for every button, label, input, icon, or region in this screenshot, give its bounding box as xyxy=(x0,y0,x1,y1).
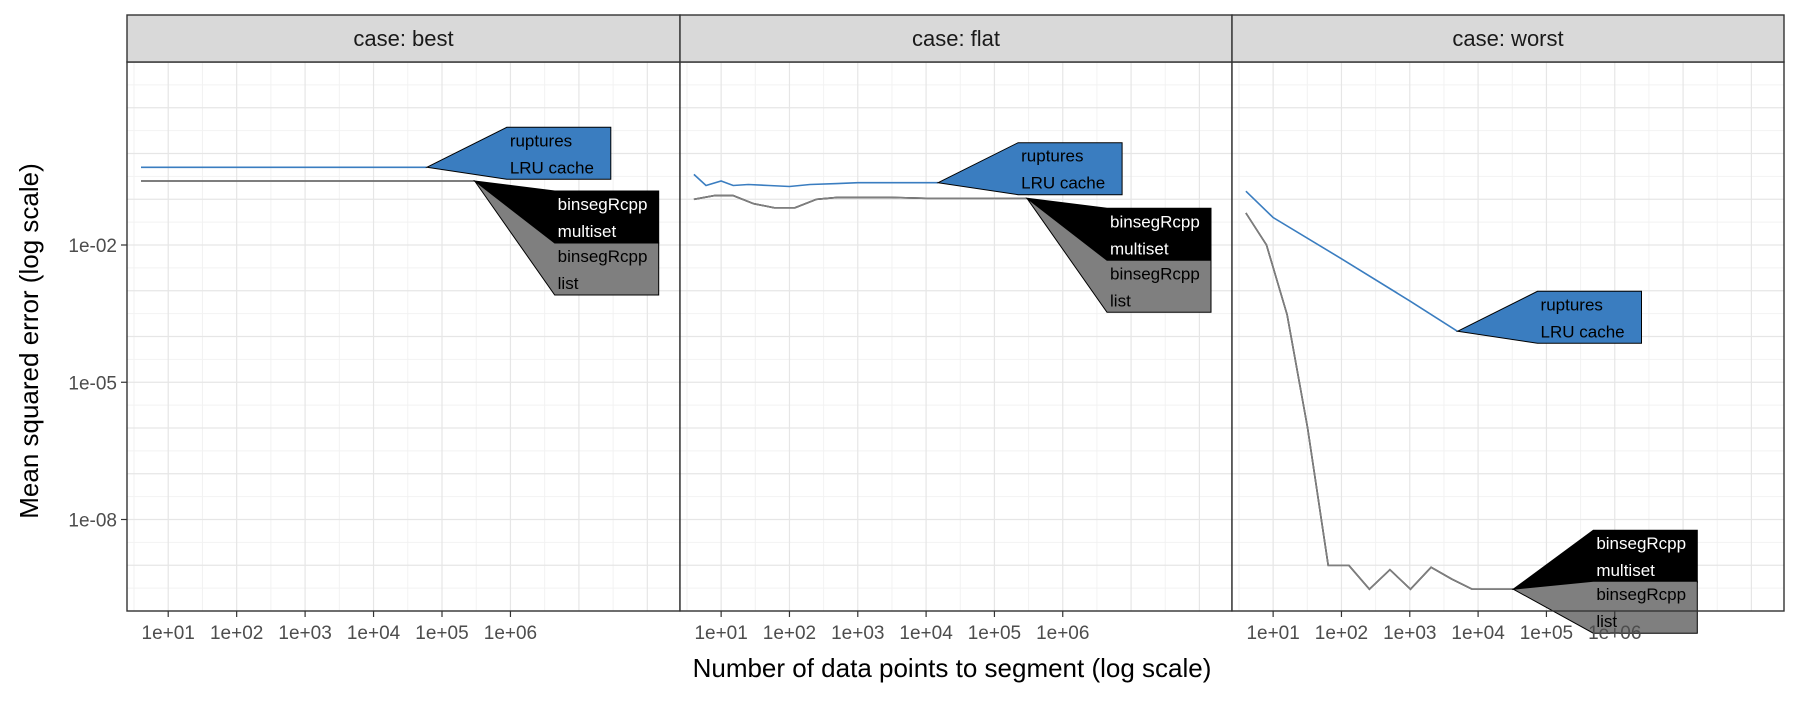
direct-label-multiset: binsegRcpp multiset xyxy=(1025,197,1212,261)
direct-label-line-1: binsegRcpp xyxy=(1596,585,1686,604)
direct-label-line-2: list xyxy=(1596,612,1617,631)
direct-label-shape xyxy=(936,142,1123,196)
y-axis-title: Mean squared error (log scale) xyxy=(14,163,44,519)
direct-label-line-1: ruptures xyxy=(1021,147,1083,166)
strip-label: case: flat xyxy=(912,26,1000,51)
y-axis: 1e-02 1e-05 1e-08 xyxy=(68,236,127,532)
x-tick-label: 1e+06 xyxy=(1588,623,1641,644)
x-tick-label: 1e+02 xyxy=(210,623,263,644)
direct-label-list: binsegRcpp list xyxy=(1026,197,1212,313)
direct-label-line-2: LRU cache xyxy=(1541,322,1625,341)
x-tick-label: 1e+05 xyxy=(1520,623,1573,644)
strip-background xyxy=(679,14,1233,63)
y-tick-label: 1e-02 xyxy=(68,236,117,257)
direct-label-line-2: multiset xyxy=(558,222,617,241)
x-tick-label: 1e+03 xyxy=(831,623,884,644)
strip-background xyxy=(126,14,681,63)
strip-label: case: worst xyxy=(1452,26,1563,51)
x-tick-label: 1e+04 xyxy=(1451,623,1505,644)
x-tick-label: 1e+03 xyxy=(1383,623,1436,644)
y-tick-label: 1e-05 xyxy=(68,373,117,394)
direct-label-shape xyxy=(425,126,612,180)
x-tick-label: 1e+05 xyxy=(415,623,468,644)
direct-label-shape xyxy=(1026,197,1212,313)
direct-label-line-2: LRU cache xyxy=(1021,174,1105,193)
direct-label-line-2: multiset xyxy=(1596,561,1655,580)
direct-label-line-2: list xyxy=(1110,291,1131,310)
series-line-ruptures xyxy=(1245,190,1458,332)
direct-label-line-1: binsegRcpp xyxy=(558,247,648,266)
direct-label-multiset: binsegRcpp multiset xyxy=(472,180,660,244)
direct-label-shape xyxy=(1455,290,1642,344)
x-tick-label: 1e+06 xyxy=(1036,623,1089,644)
direct-label-line-1: ruptures xyxy=(510,131,572,150)
y-tick-label: 1e-08 xyxy=(68,511,117,532)
direct-label-ruptures: ruptures LRU cache xyxy=(425,126,612,180)
x-tick-label: 1e+04 xyxy=(899,623,953,644)
x-tick-label: 1e+06 xyxy=(484,623,537,644)
x-tick-label: 1e+04 xyxy=(347,623,401,644)
direct-label-line-2: multiset xyxy=(1110,239,1169,258)
strip-background xyxy=(1231,14,1785,63)
x-axis-title: Number of data points to segment (log sc… xyxy=(693,653,1212,683)
x-tick-label: 1e+01 xyxy=(142,623,195,644)
x-tick-label: 1e+01 xyxy=(1246,623,1299,644)
direct-label-list: binsegRcpp list xyxy=(1511,580,1698,634)
direct-label-line-1: ruptures xyxy=(1541,295,1603,314)
x-tick-label: 1e+03 xyxy=(278,623,331,644)
direct-label-line-2: list xyxy=(558,274,579,293)
direct-label-list: binsegRcpp list xyxy=(474,180,660,296)
direct-label-line-1: binsegRcpp xyxy=(558,195,648,214)
direct-label-line-2: LRU cache xyxy=(510,158,594,177)
direct-label-multiset: binsegRcpp multiset xyxy=(1511,529,1698,590)
direct-label-ruptures: ruptures LRU cache xyxy=(1455,290,1642,344)
direct-label-line-1: binsegRcpp xyxy=(1110,212,1200,231)
direct-label-shape xyxy=(474,180,660,296)
direct-label-ruptures: ruptures LRU cache xyxy=(936,142,1123,196)
series-line-ruptures xyxy=(693,173,939,188)
direct-label-line-1: binsegRcpp xyxy=(1110,264,1200,283)
direct-label-shape xyxy=(1511,580,1698,634)
x-tick-label: 1e+01 xyxy=(694,623,747,644)
direct-label-line-1: binsegRcpp xyxy=(1596,534,1686,553)
x-tick-label: 1e+02 xyxy=(1315,623,1368,644)
x-tick-label: 1e+02 xyxy=(763,623,816,644)
series-line-list xyxy=(693,194,1027,209)
strip-label: case: best xyxy=(353,26,453,51)
series-line-list xyxy=(1245,212,1514,591)
x-tick-label: 1e+05 xyxy=(968,623,1021,644)
